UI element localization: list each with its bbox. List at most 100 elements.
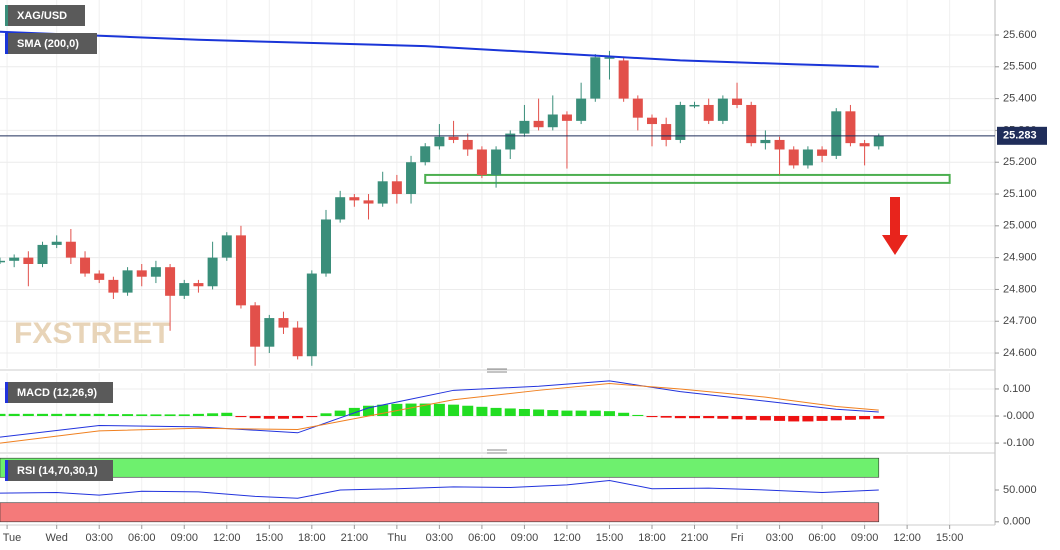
histogram-bar	[433, 403, 445, 417]
x-tick-label: 09:00	[511, 532, 539, 544]
histogram-bar	[816, 416, 828, 421]
candle-body	[732, 98, 743, 105]
histogram-bar	[632, 414, 644, 417]
histogram-bar	[717, 416, 729, 419]
y-tick-label: 25.200	[1003, 156, 1037, 168]
histogram-bar	[589, 410, 601, 417]
y-tick-label: 50.000	[1003, 484, 1037, 496]
histogram-bar	[51, 413, 63, 417]
candle-body	[576, 98, 587, 121]
x-tick-label: Wed	[45, 532, 67, 544]
x-tick-label: 12:00	[553, 532, 581, 544]
candle-body	[859, 143, 870, 147]
candle-body	[193, 283, 204, 287]
histogram-bar	[377, 404, 389, 417]
histogram-bar	[292, 416, 304, 419]
candle-body	[717, 98, 728, 121]
candle-body	[80, 257, 91, 274]
label-stripe	[5, 460, 8, 481]
y-tick-label: 24.700	[1003, 315, 1037, 327]
x-tick-label: 06:00	[808, 532, 836, 544]
histogram-bar	[37, 413, 49, 417]
histogram-bar	[873, 416, 885, 419]
histogram-bar	[221, 412, 233, 417]
candle-body	[9, 257, 20, 261]
histogram-bar	[249, 416, 261, 419]
y-tick-label: 24.600	[1003, 347, 1037, 359]
candle-body	[746, 104, 757, 144]
candle-body	[235, 235, 246, 306]
y-tick-label: 0.000	[1003, 516, 1031, 528]
last-price-label: 25.283	[1003, 130, 1037, 142]
rsi-band	[0, 502, 880, 523]
histogram-bar	[65, 413, 77, 417]
histogram-bar	[603, 411, 615, 417]
candle-body	[108, 279, 119, 293]
candle-body	[802, 149, 813, 166]
histogram-bar	[646, 416, 658, 418]
histogram-bar	[235, 416, 247, 418]
histogram-bar	[363, 405, 375, 417]
candle-body	[632, 98, 643, 118]
histogram-bar	[334, 410, 346, 417]
candle-body	[221, 235, 232, 258]
rsi-band	[0, 457, 880, 478]
y-tick-label: 25.400	[1003, 93, 1037, 105]
candle-body	[264, 318, 275, 347]
candle-body	[689, 104, 700, 107]
label-stripe	[5, 382, 8, 403]
histogram-bar	[745, 416, 757, 420]
histogram-bar	[674, 416, 686, 419]
x-tick-label: 15:00	[256, 532, 284, 544]
candle-body	[391, 181, 402, 195]
histogram-bar	[207, 413, 219, 417]
candle-body	[661, 124, 672, 140]
label-text: XAG/USD	[17, 10, 67, 22]
histogram-bar	[689, 416, 701, 419]
histogram-bar	[448, 404, 460, 417]
candle-body	[292, 327, 303, 357]
histogram-bar	[178, 414, 190, 417]
histogram-bar	[391, 403, 403, 417]
grip	[487, 368, 507, 454]
x-tick-label: 18:00	[298, 532, 326, 544]
candle-body	[320, 219, 331, 274]
histogram-bar	[8, 413, 20, 417]
candle-body	[434, 136, 445, 147]
histogram-bar	[320, 413, 332, 417]
sma-line	[0, 30, 879, 68]
candle-body	[349, 197, 360, 201]
candle-body	[831, 111, 842, 156]
histogram-bar	[830, 416, 842, 421]
x-tick-label: 12:00	[893, 532, 921, 544]
histogram-bar	[263, 416, 275, 419]
candle-body	[0, 260, 5, 263]
label-box	[5, 5, 85, 26]
histogram-bar	[490, 407, 502, 417]
candle-body	[165, 267, 176, 296]
histogram-bar	[660, 416, 672, 418]
histogram-bar	[164, 414, 176, 417]
candle-body	[420, 146, 431, 163]
histogram-bar	[518, 408, 530, 417]
x-tick-label: 06:00	[128, 532, 156, 544]
histogram-bar	[547, 410, 559, 417]
histogram-bar	[788, 416, 800, 422]
label-stripe	[5, 5, 8, 26]
label-text: MACD (12,26,9)	[17, 387, 97, 399]
label-stripe	[5, 33, 8, 54]
candle-body	[675, 104, 686, 140]
candle-body	[646, 117, 657, 125]
x-tick-label: 15:00	[936, 532, 964, 544]
candle-body	[845, 111, 856, 144]
candle-body	[505, 133, 516, 150]
x-tick-label: Thu	[387, 532, 406, 544]
histogram-bar	[405, 403, 417, 417]
candle-body	[122, 270, 133, 293]
histogram-bar	[462, 405, 474, 417]
label-box	[5, 33, 97, 54]
candle-body	[448, 136, 459, 140]
x-tick-label: 12:00	[213, 532, 241, 544]
x-tick-label: 03:00	[426, 532, 454, 544]
